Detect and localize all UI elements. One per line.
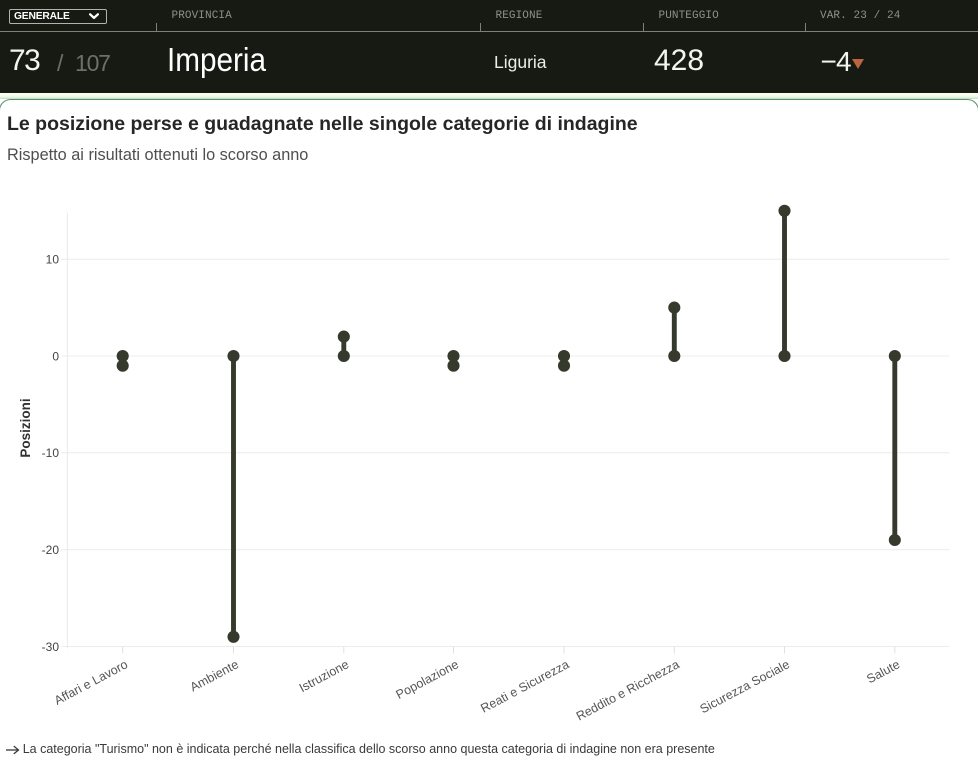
svg-text:Affari e Lavoro: Affari e Lavoro <box>52 657 130 707</box>
svg-text:Posizioni: Posizioni <box>18 398 33 457</box>
svg-text:Reati e Sicurezza: Reati e Sicurezza <box>478 657 571 715</box>
svg-text:Salute: Salute <box>864 657 902 686</box>
svg-text:Istruzione: Istruzione <box>297 657 351 695</box>
svg-text:0: 0 <box>52 349 59 363</box>
svg-text:10: 10 <box>46 253 60 267</box>
svg-text:-10: -10 <box>42 446 60 460</box>
svg-text:-20: -20 <box>42 543 60 557</box>
svg-text:Popolazione: Popolazione <box>394 657 461 702</box>
svg-text:-30: -30 <box>42 640 60 654</box>
svg-text:Ambiente: Ambiente <box>188 657 241 694</box>
svg-text:Sicurezza Sociale: Sicurezza Sociale <box>698 657 792 716</box>
svg-text:Reddito e Ricchezza: Reddito e Ricchezza <box>574 657 682 723</box>
